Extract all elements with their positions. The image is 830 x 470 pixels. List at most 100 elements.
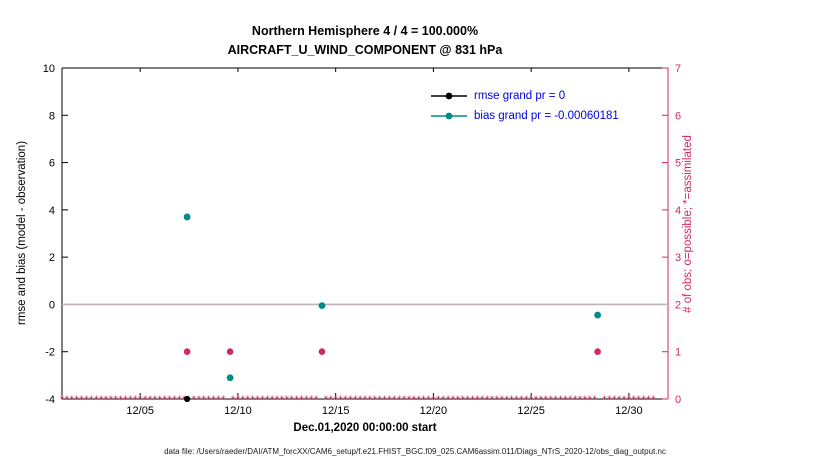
y-left-tick-label: 6 [49,158,55,170]
obs-zero-asterisk: * [436,394,441,406]
obs-zero-asterisk: * [382,394,387,406]
obs-zero-asterisk: * [583,394,588,406]
obs-zero-asterisk: * [285,394,290,406]
obs-zero-asterisk: * [143,394,148,406]
obs-zero-asterisk: * [378,394,383,406]
obs-zero-asterisk: * [299,394,304,406]
obs-zero-asterisk: * [612,394,617,406]
obs-zero-asterisk: * [368,394,373,406]
obs-zero-asterisk: * [505,394,510,406]
obs-zero-asterisk: * [514,394,519,406]
bias-point [318,302,326,310]
y-right-tick-label: 6 [675,110,681,122]
rmse-point [184,395,191,403]
obs-zero-asterisk: * [465,394,470,406]
y-right-tick-label: 2 [675,299,681,311]
obs-zero-asterisk: * [177,394,182,406]
obs-zero-asterisk: * [549,394,554,406]
obs-zero-asterisk: * [65,394,70,406]
bias-legend-marker [431,112,467,120]
obs-zero-asterisk: * [627,394,632,406]
obs-zero-asterisk: * [294,394,299,406]
obs-zero-asterisk: * [324,394,329,406]
obs-zero-asterisk: * [167,394,172,406]
plot-title: Northern Hemisphere 4 / 4 = 100.000% [251,24,479,38]
obs-zero-asterisk: * [231,394,236,406]
legend: rmse grand pr = 0 bias grand pr = -0.000… [430,86,619,126]
obs-zero-asterisk: * [202,394,207,406]
bias-legend-dot [445,112,453,120]
y-left-tick-label: 0 [49,299,55,311]
obs-zero-asterisk: * [480,394,485,406]
obs-zero-asterisk: * [373,394,378,406]
bias-point [226,374,234,382]
obs-zero-asterisk: * [75,394,80,406]
obs-zero-asterisk: * [622,394,627,406]
y-right-tick-label: 5 [675,158,681,170]
obs-zero-asterisk: * [338,394,343,406]
obs-zero-asterisk: * [94,394,99,406]
obs-zero-asterisk: * [343,394,348,406]
obs-count-asterisk: * [320,347,325,359]
y-left-tick-label: 4 [49,205,55,217]
obs-zero-asterisk: * [426,394,431,406]
obs-count-marker [183,348,191,356]
obs-zero-asterisk: * [109,394,114,406]
obs-zero-asterisk: * [270,394,275,406]
y-left-tick-label: 8 [49,110,55,122]
obs-zero-asterisk: * [524,394,529,406]
obs-zero-asterisk: * [651,394,656,406]
obs-zero-asterisk: * [334,394,339,406]
obs-zero-asterisk: * [446,394,451,406]
obs-zero-asterisk: * [221,394,226,406]
obs-zero-asterisk: * [456,394,461,406]
obs-count-asterisk: * [595,347,600,359]
left-axis-label: rmse and bias (model - observation) [16,140,28,326]
obs-zero-asterisk: * [617,394,622,406]
y-right-tick-label: 3 [675,252,681,264]
bias-legend-label: bias grand pr = -0.00060181 [474,110,619,122]
obs-zero-asterisk: * [153,394,158,406]
obs-zero-asterisk: * [158,394,163,406]
legend-row-rmse: rmse grand pr = 0 [430,86,619,106]
data-file-caption: data file: /Users/raeder/DAI/ATM_forcXX/… [164,447,666,456]
obs-zero-asterisk: * [529,394,534,406]
obs-zero-asterisk: * [128,394,133,406]
obs-zero-asterisk: * [314,394,319,406]
bias-point [183,213,191,221]
obs-zero-asterisk: * [84,394,89,406]
obs-zero-asterisk: * [79,394,84,406]
right-axis-label: # of obs: o=possible; *=assimilated [682,135,694,313]
x-tick-label: 12/30 [615,405,643,417]
obs-zero-asterisk: * [412,394,417,406]
obs-zero-asterisk: * [123,394,128,406]
obs-zero-asterisk: * [255,394,260,406]
x-tick-label: 12/15 [322,405,350,417]
obs-zero-asterisk: * [172,394,177,406]
x-tick-label: 12/20 [420,405,448,417]
y-left-tick-label: -4 [45,394,55,406]
obs-zero-asterisk: * [358,394,363,406]
obs-zero-asterisk: * [250,394,255,406]
obs-zero-asterisk: * [563,394,568,406]
obs-zero-asterisk: * [431,394,436,406]
obs-zero-asterisk: * [104,394,109,406]
obs-zero-asterisk: * [211,394,216,406]
y-left-tick-label: -2 [45,347,55,359]
obs-zero-asterisk: * [70,394,75,406]
obs-zero-asterisk: * [558,394,563,406]
x-tick-label: 12/25 [517,405,545,417]
obs-zero-asterisk: * [99,394,104,406]
bias-point [594,311,602,319]
obs-zero-asterisk: * [509,394,514,406]
y-left-tick-label: 2 [49,252,55,264]
obs-zero-asterisk: * [451,394,456,406]
obs-zero-asterisk: * [246,394,251,406]
obs-zero-asterisk: * [544,394,549,406]
obs-zero-asterisk: * [114,394,119,406]
x-tick-label: 12/10 [224,405,252,417]
plot-subtitle: AIRCRAFT_U_WIND_COMPONENT @ 831 hPa [227,43,503,57]
obs-zero-asterisk: * [363,394,368,406]
